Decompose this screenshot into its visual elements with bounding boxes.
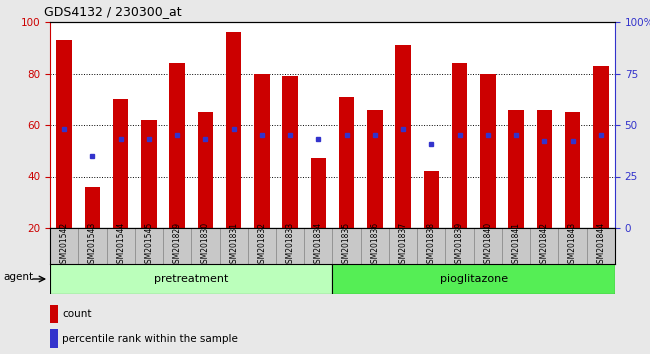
Bar	[226, 32, 241, 228]
Text: pioglitazone: pioglitazone	[439, 274, 508, 284]
Bar	[84, 187, 100, 228]
Bar	[141, 120, 157, 228]
Bar	[198, 112, 213, 228]
Bar	[57, 40, 72, 228]
Bar	[593, 66, 608, 228]
Bar	[480, 74, 495, 228]
Text: count: count	[62, 309, 92, 319]
Bar	[282, 76, 298, 228]
Bar	[333, 264, 615, 294]
Bar	[50, 264, 333, 294]
Bar	[311, 159, 326, 228]
Bar	[254, 74, 270, 228]
Text: agent: agent	[3, 272, 33, 282]
Bar	[113, 99, 129, 228]
Bar	[50, 329, 58, 348]
Bar	[452, 63, 467, 228]
Bar	[170, 63, 185, 228]
Bar	[367, 109, 383, 228]
Bar	[50, 304, 58, 323]
Bar	[395, 45, 411, 228]
Bar	[424, 171, 439, 228]
Bar	[536, 109, 552, 228]
Text: percentile rank within the sample: percentile rank within the sample	[62, 333, 239, 344]
Bar	[565, 112, 580, 228]
Bar	[508, 109, 524, 228]
Text: pretreatment: pretreatment	[154, 274, 228, 284]
Bar	[339, 97, 354, 228]
Text: GDS4132 / 230300_at: GDS4132 / 230300_at	[44, 5, 181, 18]
